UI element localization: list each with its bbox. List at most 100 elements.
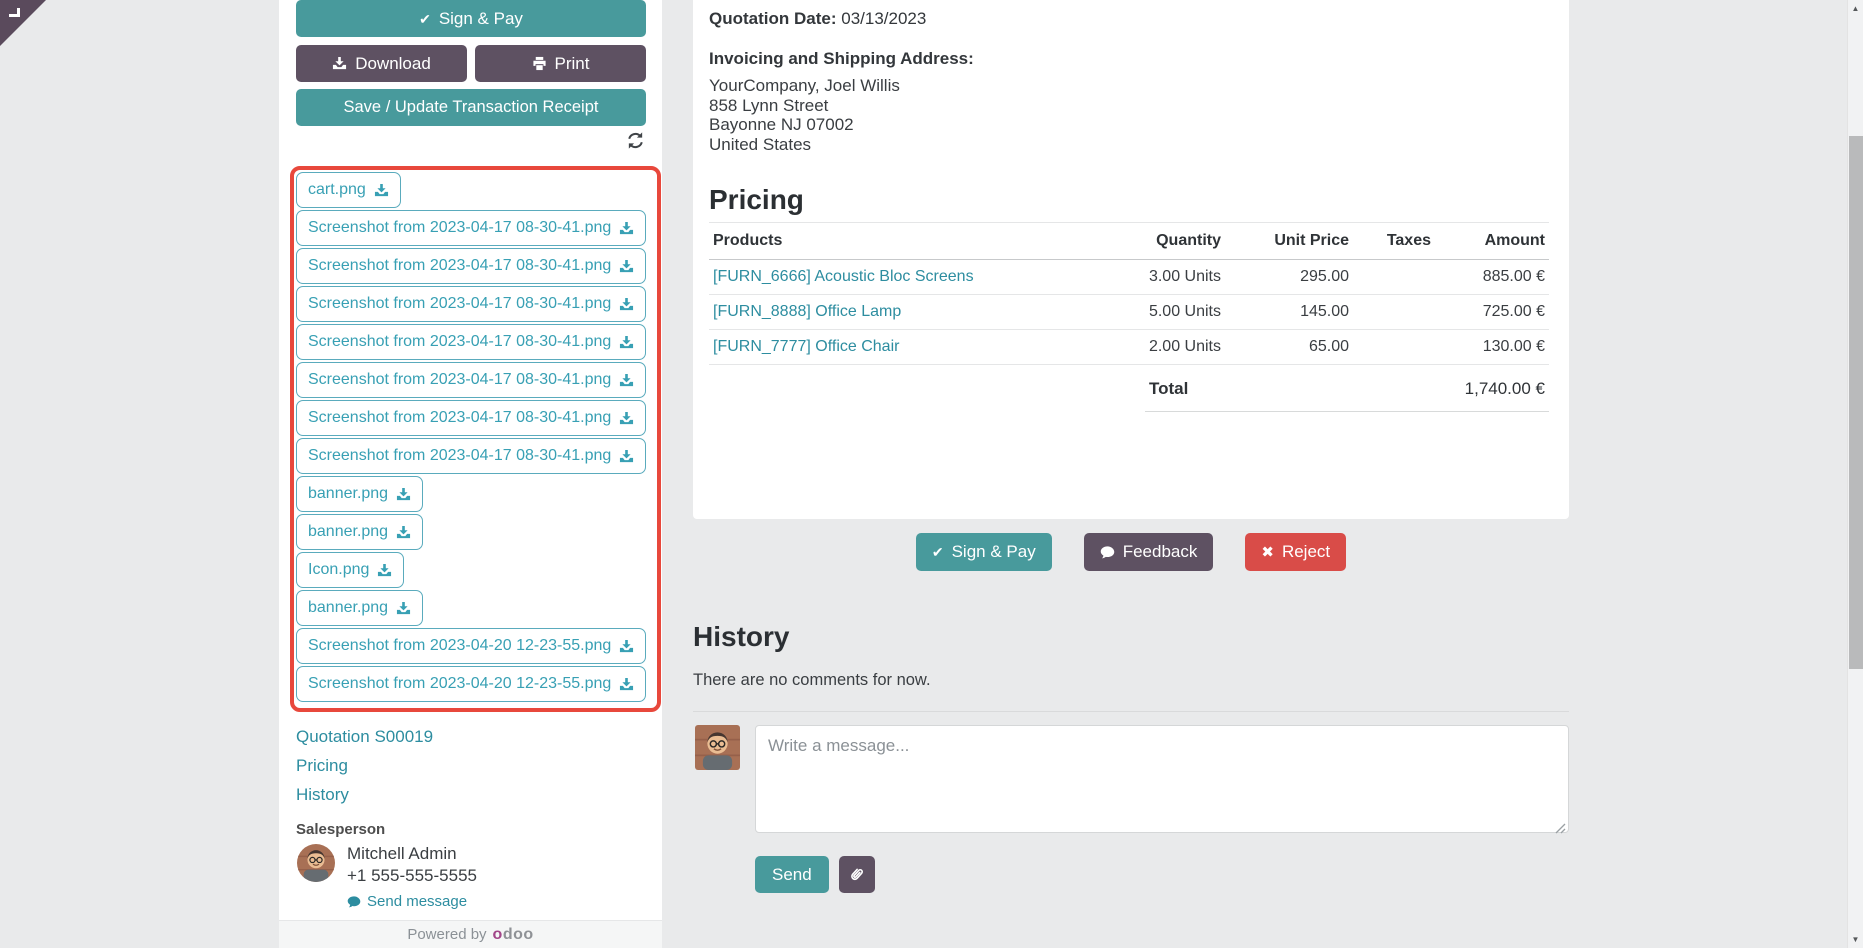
pricing-table: Products Quantity Unit Price Taxes Amoun… (709, 222, 1549, 365)
scroll-up-icon[interactable]: ▲ (1851, 4, 1860, 13)
refresh-button[interactable] (626, 130, 646, 150)
cross-icon: ✖ (1261, 543, 1274, 561)
download-icon (619, 221, 634, 236)
download-icon (619, 449, 634, 464)
avatar-image (695, 725, 740, 770)
history-title: History (693, 621, 790, 652)
download-button[interactable]: Download (296, 45, 467, 82)
quantity-cell: 2.00 Units (1075, 329, 1225, 365)
col-products: Products (709, 222, 1075, 260)
product-link[interactable]: [FURN_7777] Office Chair (713, 338, 900, 355)
attachment-pill[interactable]: Screenshot from 2023-04-17 08-30-41.png (296, 438, 647, 474)
attachment-pill[interactable]: Icon.png (296, 552, 405, 588)
feedback-button[interactable]: Feedback (1083, 533, 1214, 571)
attachment-pill[interactable]: banner.png (296, 590, 424, 626)
refresh-icon (626, 131, 645, 150)
attachment-pill[interactable]: Screenshot from 2023-04-17 08-30-41.png (296, 248, 647, 284)
edit-corner-ribbon[interactable] (0, 0, 46, 46)
sign-pay-action-button[interactable]: ✔ Sign & Pay (915, 533, 1052, 571)
attachment-pill[interactable]: Screenshot from 2023-04-17 08-30-41.png (296, 324, 647, 360)
attachment-pill[interactable]: Screenshot from 2023-04-17 08-30-41.png (296, 400, 647, 436)
col-taxes: Taxes (1353, 222, 1435, 260)
history-divider (693, 711, 1569, 712)
attachment-pill[interactable]: Screenshot from 2023-04-20 12-23-55.png (296, 666, 647, 702)
salesperson-phone: +1 555-555-5555 (347, 866, 477, 885)
unit-price-cell: 65.00 (1225, 329, 1353, 365)
download-icon (619, 411, 634, 426)
nav-quotation-link[interactable]: Quotation S00019 (296, 727, 434, 746)
salesperson-heading: Salesperson (296, 821, 386, 838)
col-quantity: Quantity (1075, 222, 1225, 260)
total-amount: 1,740.00 € (1464, 379, 1545, 398)
table-row: [FURN_6666] Acoustic Bloc Screens 3.00 U… (709, 259, 1549, 295)
download-icon (619, 297, 634, 312)
nav-pricing-link[interactable]: Pricing (296, 756, 348, 775)
unit-price-cell: 295.00 (1225, 259, 1353, 295)
sign-pay-label: Sign & Pay (438, 8, 523, 28)
document-actions: ✔ Sign & Pay Feedback ✖ Reject (693, 533, 1569, 571)
resize-handle-icon[interactable] (1555, 823, 1566, 834)
address-line: United States (709, 134, 812, 154)
send-button[interactable]: Send (755, 856, 829, 893)
product-link[interactable]: [FURN_8888] Office Lamp (713, 303, 902, 320)
pricing-header-row: Products Quantity Unit Price Taxes Amoun… (709, 222, 1549, 260)
col-amount: Amount (1435, 222, 1549, 260)
send-row: Send (755, 856, 1569, 893)
nav-history-link[interactable]: History (296, 785, 349, 804)
powered-by-text: Powered by (407, 926, 487, 943)
check-icon: ✔ (419, 10, 431, 27)
sidebar-nav: Quotation S00019 Pricing History (296, 726, 433, 805)
attachment-pill[interactable]: Screenshot from 2023-04-17 08-30-41.png (296, 210, 647, 246)
attachment-pill[interactable]: cart.png (296, 172, 401, 208)
page-scrollbar[interactable]: ▲ ▼ (1847, 0, 1863, 948)
download-icon (619, 677, 634, 692)
unit-price-cell: 145.00 (1225, 294, 1353, 330)
current-user-avatar (695, 725, 740, 770)
quotation-date-value: 03/13/2023 (841, 9, 927, 28)
attachment-pill[interactable]: banner.png (296, 514, 424, 550)
taxes-cell (1353, 329, 1435, 365)
download-icon (619, 335, 634, 350)
chat-bubble-icon (1100, 545, 1115, 560)
quantity-cell: 3.00 Units (1075, 259, 1225, 295)
attachment-pill[interactable]: Screenshot from 2023-04-20 12-23-55.png (296, 628, 647, 664)
reject-button[interactable]: ✖ Reject (1245, 533, 1347, 571)
avatar-image (297, 844, 335, 882)
address-block: YourCompany, Joel Willis 858 Lynn Street… (709, 76, 1549, 154)
table-row: [FURN_8888] Office Lamp 5.00 Units 145.0… (709, 294, 1549, 330)
address-line: Bayonne NJ 07002 (709, 115, 854, 134)
quotation-date-label: Quotation Date: (709, 9, 837, 28)
pricing-section-title: Pricing (709, 184, 804, 215)
download-icon (619, 373, 634, 388)
address-line: YourCompany, Joel Willis (709, 76, 900, 95)
attachment-pill[interactable]: Screenshot from 2023-04-17 08-30-41.png (296, 362, 647, 398)
send-message-link[interactable]: Send message (347, 891, 467, 913)
total-label: Total (1149, 379, 1189, 398)
history-section: History There are no comments for now. S… (693, 620, 1569, 893)
taxes-cell (1353, 294, 1435, 330)
salesperson-name: Mitchell Admin (347, 844, 457, 863)
amount-cell: 725.00 € (1435, 294, 1549, 330)
product-link[interactable]: [FURN_6666] Acoustic Bloc Screens (713, 268, 974, 285)
attach-file-button[interactable] (838, 856, 875, 893)
back-to-edit-icon (9, 8, 20, 17)
scrollbar-thumb[interactable] (1849, 136, 1863, 669)
save-update-transaction-button[interactable]: Save / Update Transaction Receipt (296, 89, 646, 126)
message-input[interactable] (755, 725, 1569, 833)
quotation-document-card: Quotation Date: 03/13/2023 Invoicing and… (693, 0, 1569, 519)
print-button[interactable]: Print (475, 45, 646, 82)
sign-pay-button[interactable]: ✔ Sign & Pay (296, 0, 646, 37)
salesperson-avatar (297, 844, 335, 882)
address-line: 858 Lynn Street (709, 95, 829, 115)
download-label: Download (355, 53, 431, 73)
no-comments-text: There are no comments for now. (693, 671, 931, 689)
odoo-logo[interactable]: odoo (492, 925, 534, 943)
address-heading: Invoicing and Shipping Address: (709, 49, 974, 68)
attachment-pill[interactable]: banner.png (296, 476, 424, 512)
printer-icon (532, 56, 547, 71)
save-update-label: Save / Update Transaction Receipt (343, 98, 599, 116)
scroll-down-icon[interactable]: ▼ (1851, 935, 1860, 944)
download-icon (396, 487, 411, 502)
attachment-pill[interactable]: Screenshot from 2023-04-17 08-30-41.png (296, 286, 647, 322)
paperclip-icon (848, 866, 865, 883)
